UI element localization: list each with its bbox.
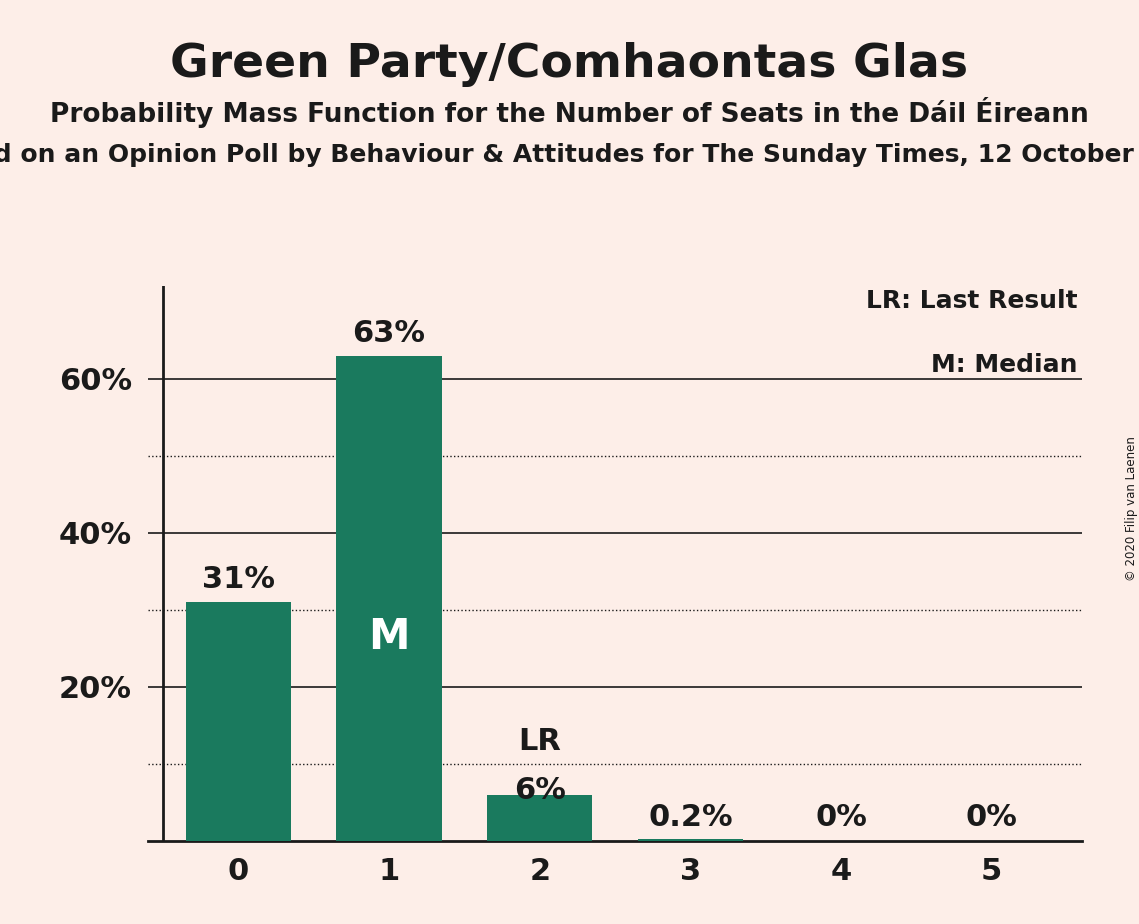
Text: 0%: 0% [966, 803, 1017, 832]
Text: Green Party/Comhaontas Glas: Green Party/Comhaontas Glas [171, 42, 968, 87]
Text: 0.2%: 0.2% [648, 803, 732, 832]
Text: Probability Mass Function for the Number of Seats in the Dáil Éireann: Probability Mass Function for the Number… [50, 97, 1089, 128]
Text: LR: Last Result: LR: Last Result [866, 289, 1077, 313]
Text: 31%: 31% [202, 565, 274, 594]
Bar [336, 356, 442, 841]
Text: LR: LR [518, 727, 562, 756]
Text: M: Median: M: Median [931, 353, 1077, 377]
Text: M: M [368, 616, 410, 658]
Text: 63%: 63% [353, 319, 426, 348]
Text: © 2020 Filip van Laenen: © 2020 Filip van Laenen [1124, 436, 1138, 580]
Bar [638, 839, 743, 841]
Text: Based on an Opinion Poll by Behaviour & Attitudes for The Sunday Times, 12 Octob: Based on an Opinion Poll by Behaviour & … [0, 143, 1139, 167]
Bar [186, 602, 292, 841]
Text: 6%: 6% [514, 776, 566, 806]
Text: 0%: 0% [816, 803, 867, 832]
Bar [487, 795, 592, 841]
